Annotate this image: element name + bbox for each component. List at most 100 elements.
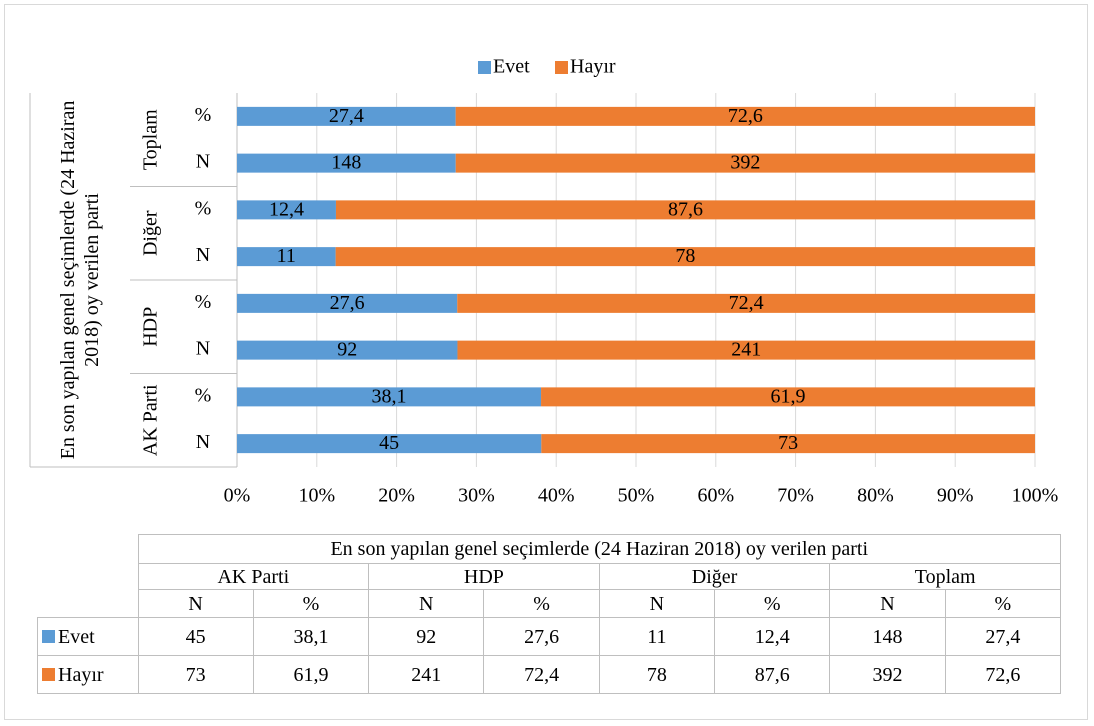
group-header: HDP [368,563,600,590]
bar-segment [541,434,1035,454]
legend-swatch [555,61,568,74]
bar-segment [237,293,458,313]
category-header: N [368,589,485,618]
table-value: 27,4 [944,617,1062,656]
category-header: N [598,589,716,618]
data-label: 45 [379,432,399,454]
group-header: Toplam [829,563,1061,590]
series-label: Evet [58,625,95,648]
legend-key [42,667,55,681]
y-tick-label: % [195,291,212,313]
y-tick-label: N [196,431,210,453]
bar-segment [237,340,458,360]
data-label: 72,6 [728,105,763,127]
table-header: En son yapılan genel seçimlerde (24 Hazi… [137,534,1061,564]
series-label-cell: Hayır [37,655,139,694]
bar-segment [335,200,1035,220]
table-row: Hayır 73 61,9 241 72,4 78 87,6 392 72,6 [37,655,1062,694]
bar-segment [237,106,456,126]
group-label: Diğer [140,210,162,256]
table-value: 38,1 [252,617,370,656]
bar-segment [237,387,542,407]
category-header: % [252,589,370,618]
data-label: 38,1 [372,385,407,407]
bar-segment [237,434,542,454]
data-label: 72,4 [729,292,764,314]
bar-segment [455,153,1035,173]
table-row: N% N% N% N% [38,589,1062,618]
table-value: 241 [368,655,485,694]
data-label: 241 [731,339,761,361]
legend-swatch [478,61,491,74]
category-header: % [714,589,831,618]
data-label: 73 [778,432,798,454]
data-label: 392 [730,152,760,174]
x-tick-label: 0% [224,485,251,507]
x-tick-label: 80% [857,485,894,507]
table-value: 392 [829,655,946,694]
bar-segment [541,387,1035,407]
legend-label: Hayır [570,56,616,78]
bar-segment [237,200,336,220]
chart-frame [4,4,1088,720]
bar-segment [457,293,1035,313]
table-value: 72,6 [944,655,1062,694]
category-header: N [829,589,946,618]
x-tick-label: 100% [1012,485,1059,507]
group-header: Diğer [598,563,831,590]
group-label: AK Parti [140,384,162,456]
category-header: N [137,589,254,618]
data-label: 27,6 [330,292,365,314]
legend-label: Evet [493,56,530,78]
table-row: Evet 45 38,1 92 27,6 11 12,4 148 27,4 [37,617,1062,656]
table-value: 12,4 [714,617,831,656]
y-tick-label: % [195,197,212,219]
table-value: 27,6 [483,617,600,656]
data-label: 27,4 [329,105,364,127]
y-tick-label: % [195,384,212,406]
data-label: 87,6 [668,198,703,220]
table-value: 11 [598,617,716,656]
legend-key [42,629,55,643]
data-table: En son yapılan genel seçimlerde (24 Hazi… [37,534,1062,694]
data-label: 92 [337,339,357,361]
data-label: 78 [675,245,695,267]
blank-cell [38,535,139,564]
x-tick-label: 40% [538,485,575,507]
series-label-cell: Evet [37,617,139,656]
data-label: 12,4 [269,198,304,220]
series-label: Hayır [58,663,104,686]
x-tick-label: 30% [458,485,495,507]
y-tick-label: % [195,104,212,126]
bar-segment [455,106,1036,126]
y-tick-label: N [196,338,210,360]
table-value: 92 [368,617,485,656]
data-label: 61,9 [771,385,806,407]
category-header: % [944,589,1062,618]
group-header: AK Parti [137,563,370,590]
table-value: 148 [829,617,946,656]
group-label: HDP [140,307,162,347]
axis-title: En son yapılan genel seçimlerde (24 Hazi… [57,100,103,460]
bar-segment [237,247,336,267]
table-value: 87,6 [714,655,831,694]
data-label: 148 [331,152,361,174]
bar-segment [457,340,1035,360]
x-tick-label: 60% [697,485,734,507]
group-label: Toplam [140,109,162,170]
category-header: % [483,589,600,618]
table-value: 61,9 [252,655,370,694]
blank-cell [38,564,139,590]
table-row: AK Parti HDP Diğer Toplam [38,563,1061,590]
table-value: 72,4 [483,655,600,694]
table-row: En son yapılan genel seçimlerde (24 Hazi… [38,534,1061,564]
x-tick-label: 90% [937,485,974,507]
x-tick-label: 70% [777,485,814,507]
y-tick-label: N [196,151,210,173]
x-tick-label: 20% [378,485,415,507]
blank-cell [38,590,139,618]
bar-segment [237,153,456,173]
table-value: 78 [598,655,716,694]
